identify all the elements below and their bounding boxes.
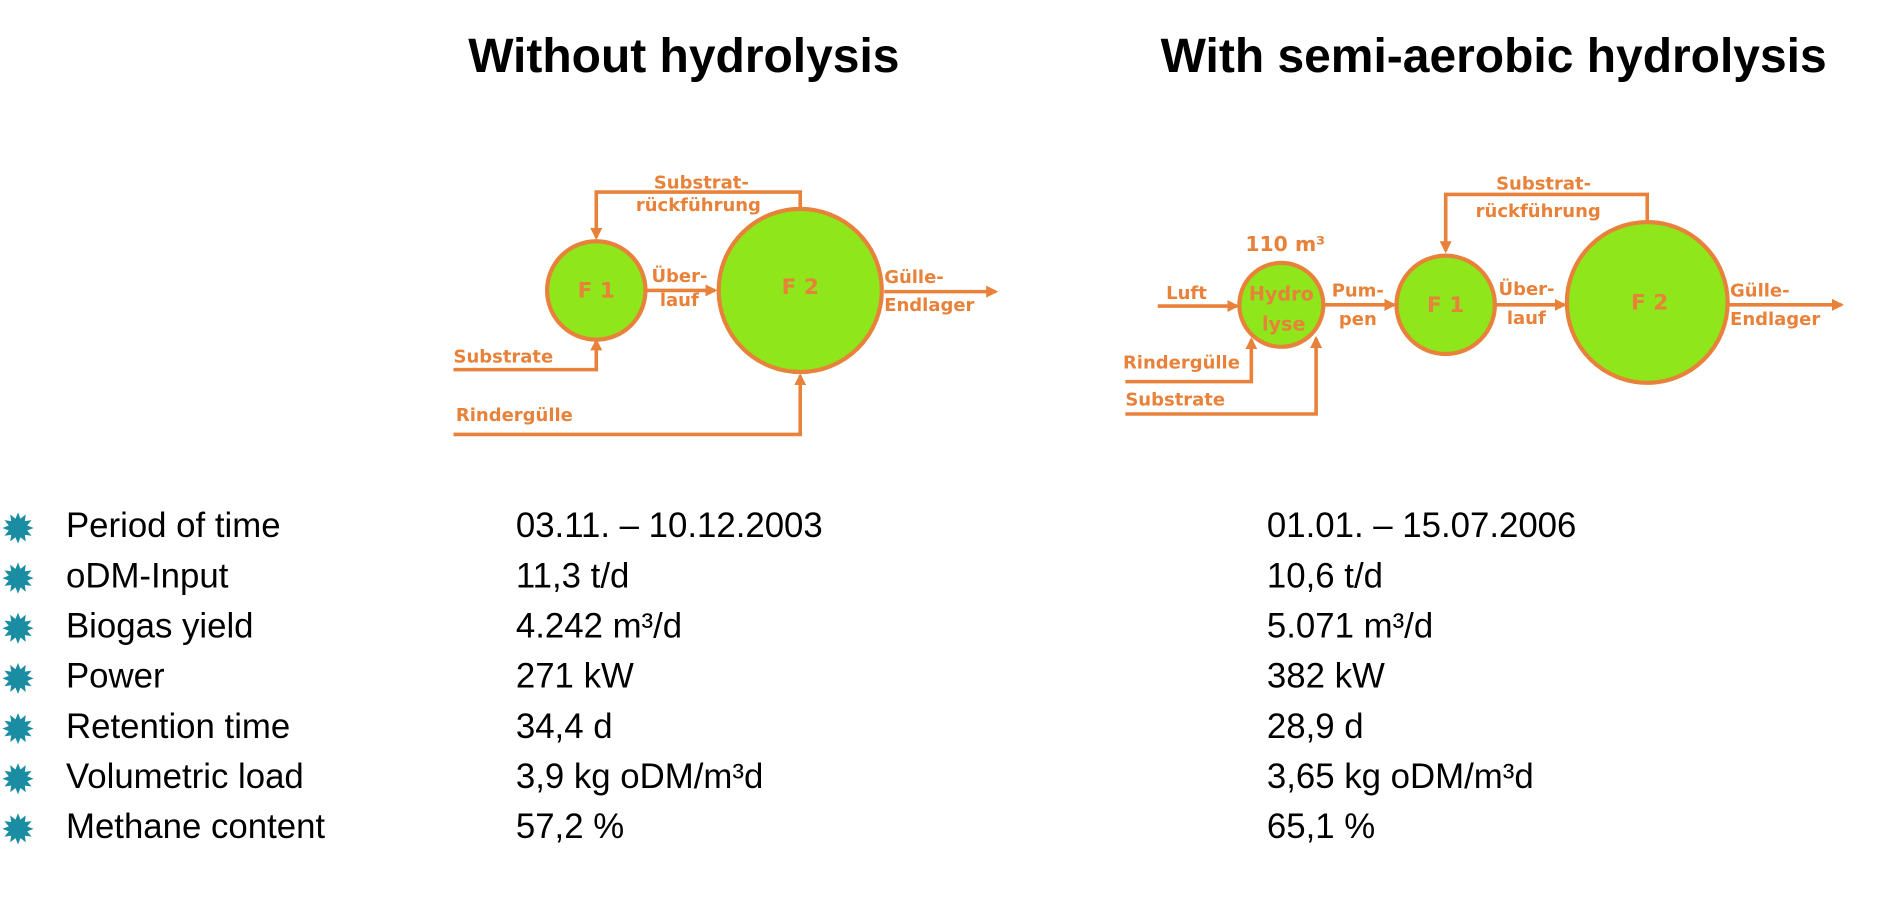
substrate-arrow [453, 338, 603, 372]
node-label: F 1 [578, 279, 615, 304]
node [1237, 260, 1326, 349]
node-label: F 1 [1427, 293, 1464, 318]
diagram-left: F 1 F 2 Substrat- rückführung Über- lauf… [453, 172, 999, 437]
manure-arrow [1125, 337, 1258, 384]
flow-label: Über- [651, 265, 707, 287]
substrate-arrow [1125, 336, 1323, 416]
value-cell: 11,3 t/d [516, 557, 629, 595]
diagram-right: Hydro lyse F 1 F 2 110 m³ Luft Pum- pen … [1123, 174, 1845, 416]
bullet [2, 562, 34, 594]
recirculation-arrow [590, 190, 803, 241]
comparison-table: Period of time 03.11. – 10.12.2003 01.01. … [2, 507, 1576, 846]
volume-label: 110 m³ [1245, 232, 1325, 256]
node [1564, 219, 1730, 385]
value-cell: 57,2 % [516, 808, 624, 846]
node [716, 206, 884, 375]
title: With semi-aerobic hydrolysis [1161, 30, 1827, 83]
flow-label: lauf [1507, 308, 1546, 329]
title: Without hydrolysis [468, 30, 899, 83]
table-row: Biogas yield 4.242 m³/d 5.071 m³/d [2, 607, 1433, 645]
flow-label: Luft [1166, 283, 1207, 304]
flow-label: Substrat- [654, 172, 749, 193]
flow-label: Über- [1498, 278, 1554, 300]
value-cell: 271 kW [516, 658, 634, 696]
flow-label: Substrate [1125, 390, 1225, 411]
label-cell: Power [66, 658, 165, 696]
bullet [2, 662, 34, 695]
bullet [2, 712, 34, 745]
value-cell: 28,9 d [1267, 708, 1364, 746]
table-row: oDM-Input 11,3 t/d 10,6 t/d [2, 557, 1383, 595]
flow-label: Gülle- [884, 267, 944, 288]
table-row: Methane content 57,2 % 65,1 % [2, 808, 1375, 846]
table-row: Power 271 kW 382 kW [2, 658, 1385, 696]
label-cell: Methane content [66, 808, 325, 846]
label-cell: Volumetric load [66, 758, 304, 796]
node-label: lyse [1262, 313, 1306, 336]
flow-label: Endlager [884, 295, 974, 316]
value-cell: 4.242 m³/d [516, 607, 682, 645]
bullet [2, 512, 34, 544]
value-cell: 34,4 d [516, 708, 613, 746]
manure-arrow [453, 373, 807, 437]
value-cell: 5.071 m³/d [1267, 607, 1433, 645]
flow-label: lauf [660, 290, 699, 311]
table-row: Retention time 34,4 d 28,9 d [2, 708, 1364, 746]
value-cell: 10,6 t/d [1267, 557, 1383, 595]
recirculation-arrow [1439, 192, 1650, 254]
value-cell: 65,1 % [1267, 808, 1375, 846]
flow-label: rückführung [1476, 201, 1601, 222]
flow-label: Gülle- [1730, 280, 1790, 301]
node-label: Hydro [1249, 283, 1314, 306]
flow-label: Rindergülle [1123, 352, 1240, 373]
table-row: Period of time 03.11. – 10.12.2003 01.01. … [2, 507, 1576, 545]
flow-label: Rindergülle [456, 405, 573, 426]
value-cell: 3,9 kg oDM/m³d [516, 758, 763, 796]
node [1394, 253, 1497, 357]
label-cell: Retention time [66, 708, 290, 746]
node [544, 239, 648, 342]
flow-label: Substrat- [1496, 174, 1591, 195]
value-cell: 01.01. – 15.07.2006 [1267, 507, 1576, 545]
flow-label: Substrate [454, 346, 554, 367]
value-cell: 3,65 kg oDM/m³d [1267, 758, 1534, 796]
node-label: F 2 [1631, 291, 1668, 316]
node-label: F 2 [782, 275, 819, 300]
bullet [2, 763, 34, 795]
label-cell: Biogas yield [66, 607, 254, 645]
value-cell: 03.11. – 10.12.2003 [516, 507, 823, 545]
label-cell: Period of time [66, 507, 281, 545]
flow-label: Pum- [1332, 280, 1384, 301]
label-cell: oDM-Input [66, 557, 229, 595]
value-cell: 382 kW [1267, 658, 1385, 696]
flow-label: Endlager [1730, 309, 1820, 330]
flow-label: rückführung [636, 195, 761, 216]
flow-label: pen [1339, 309, 1377, 330]
table-row: Volumetric load 3,9 kg oDM/m³d 3,65 kg oDM… [2, 758, 1534, 796]
bullet [2, 813, 34, 845]
bullet [2, 612, 34, 644]
